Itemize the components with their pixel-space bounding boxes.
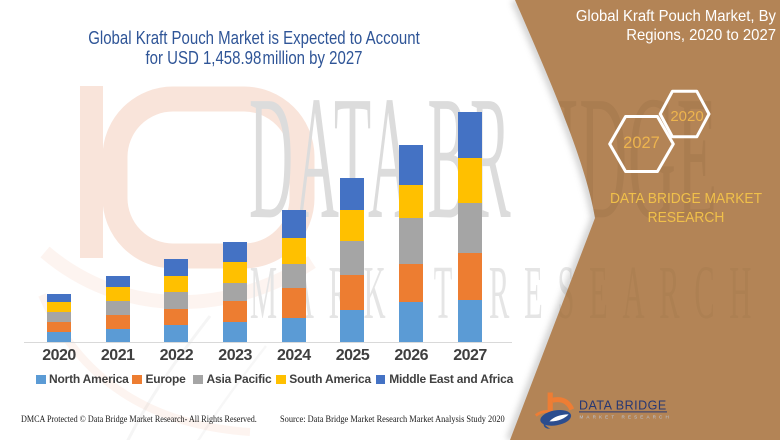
svg-text:2020: 2020 xyxy=(670,108,703,125)
svg-text:MARKET RESEARCH: MARKET RESEARCH xyxy=(580,415,672,420)
svg-text:2027: 2027 xyxy=(623,134,660,152)
svg-text:DATA BRIDGE: DATA BRIDGE xyxy=(579,399,667,413)
